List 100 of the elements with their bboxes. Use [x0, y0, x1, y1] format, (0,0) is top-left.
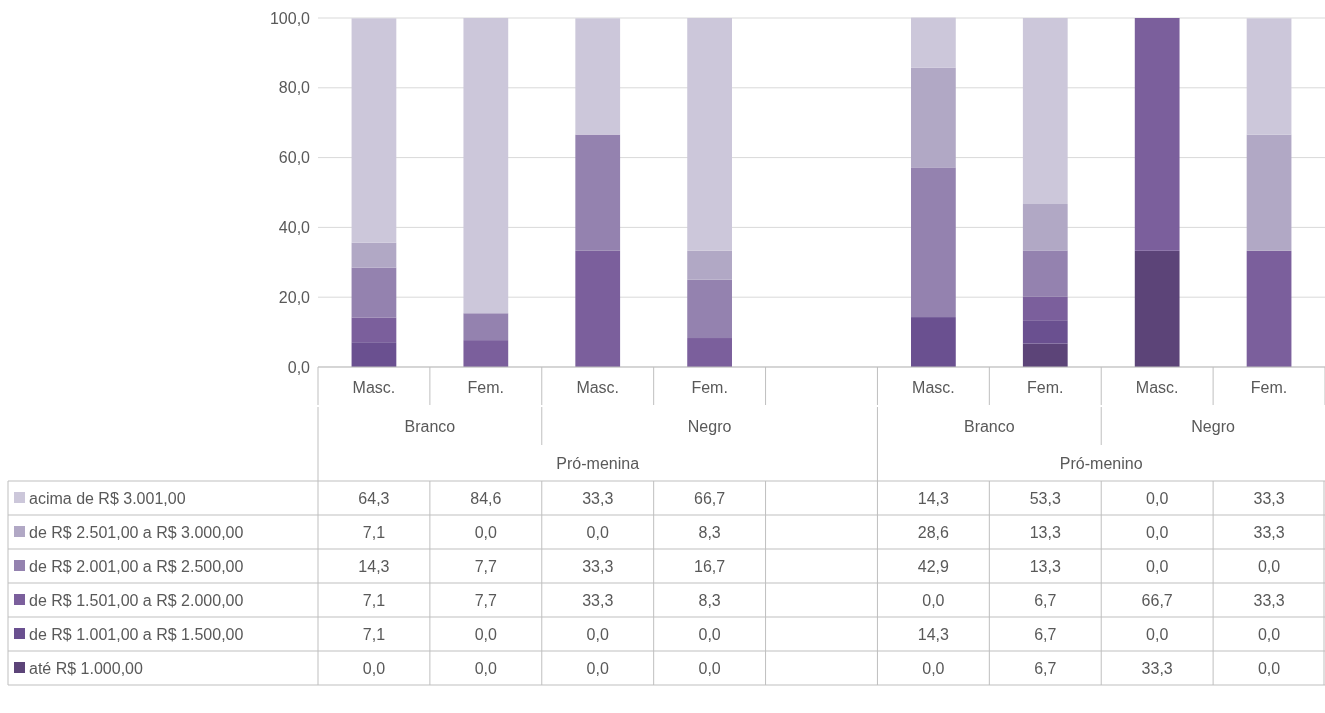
bar: [463, 340, 509, 367]
data-label: 0,0: [586, 659, 609, 677]
data-label: 7,1: [362, 523, 386, 541]
data-label: 8,3: [698, 591, 721, 609]
legend-label: de R$ 2.001,00 a R$ 2.500,00: [29, 557, 244, 575]
data-label: 33,3: [1253, 489, 1285, 507]
data-label: 0,0: [474, 625, 498, 643]
bar: [575, 18, 621, 135]
data-label: 33,3: [1141, 659, 1173, 677]
data-label: 0,0: [586, 523, 609, 541]
x-tick-label: Fem.: [1250, 378, 1288, 396]
text: Pró-menino: [1059, 454, 1143, 472]
bar: [351, 242, 397, 268]
data-label: 13,3: [1029, 523, 1061, 541]
data-label: 33,3: [582, 489, 614, 507]
bar: [911, 317, 956, 367]
bar: [463, 18, 509, 314]
bar: [1022, 343, 1068, 367]
bar: [911, 67, 956, 168]
bar: [1134, 250, 1180, 367]
data-label: 84,6: [470, 489, 502, 507]
data-label: 0,0: [698, 659, 721, 677]
data-label: 7,1: [362, 591, 386, 609]
data-label: 14,3: [917, 489, 950, 507]
x-tick-label: Fem.: [1027, 378, 1064, 396]
data-label: 6,7: [1034, 625, 1057, 643]
y-tick-label: 40,0: [278, 219, 311, 236]
bar: [1022, 250, 1068, 297]
legend-label: de R$ 1.501,00 a R$ 2.000,00: [29, 591, 244, 609]
bar: [463, 313, 509, 341]
data-label: 16,7: [694, 557, 726, 575]
bar: [1246, 134, 1292, 251]
bar: [575, 134, 621, 251]
data-label: 6,7: [1034, 591, 1057, 609]
data-label: 42,9: [917, 557, 950, 575]
bar: [351, 267, 397, 318]
data-label: 33,3: [582, 557, 614, 575]
bar: [1022, 296, 1068, 321]
text: Branco: [404, 417, 456, 435]
data-label: 0,0: [922, 659, 945, 677]
data-label: 0,0: [1146, 523, 1169, 541]
data-label: 0,0: [1257, 659, 1281, 677]
bar: [1022, 18, 1068, 205]
y-tick-label: 80,0: [278, 79, 311, 97]
data-label: 0,0: [1146, 489, 1169, 507]
x-tick-label: Masc.: [912, 378, 955, 396]
data-label: 7,7: [474, 591, 498, 609]
text: Negro: [687, 417, 732, 435]
data-label: 0,0: [474, 659, 498, 677]
data-label: 7,1: [362, 625, 386, 643]
x-tick-label: Masc.: [352, 378, 396, 396]
data-label: 0,0: [586, 625, 609, 643]
bar: [351, 342, 397, 367]
data-label: 14,3: [917, 625, 950, 643]
bar: [1246, 250, 1292, 367]
bar: [687, 338, 732, 367]
data-label: 53,3: [1029, 489, 1061, 507]
data-label: 14,3: [358, 557, 390, 575]
bar: [687, 18, 732, 251]
legend-label: de R$ 1.001,00 a R$ 1.500,00: [29, 625, 244, 643]
data-label: 0,0: [922, 591, 945, 609]
data-label: 0,0: [698, 625, 721, 643]
bar: [1246, 18, 1292, 135]
data-label: 33,3: [1253, 591, 1285, 609]
text: Pró-menina: [556, 454, 640, 472]
bar: [687, 250, 732, 280]
data-label: 0,0: [362, 659, 386, 677]
legend-label: até R$ 1.000,00: [29, 659, 143, 677]
data-label: 0,0: [1146, 557, 1169, 575]
bar: [687, 279, 732, 339]
data-label: 13,3: [1029, 557, 1061, 575]
bar: [1022, 204, 1068, 251]
bar: [1134, 18, 1180, 251]
data-label: 33,3: [1253, 523, 1285, 541]
data-label: 0,0: [1146, 625, 1169, 643]
text: Branco: [963, 417, 1015, 435]
y-tick-label: 0,0: [287, 358, 311, 376]
x-tick-label: Fem.: [691, 378, 728, 396]
data-label: 66,7: [1141, 591, 1173, 609]
y-tick-label: 60,0: [278, 149, 311, 167]
data-label: 66,7: [694, 489, 726, 507]
bar: [1022, 320, 1068, 344]
bar: [911, 167, 956, 318]
data-label: 0,0: [474, 523, 498, 541]
x-tick-label: Masc.: [576, 378, 620, 396]
data-label: 0,0: [1257, 625, 1281, 643]
data-label: 28,6: [917, 523, 950, 541]
bar: [575, 250, 621, 367]
data-label: 7,7: [474, 557, 498, 575]
x-tick-label: Fem.: [467, 378, 505, 396]
bar: [911, 17, 956, 68]
data-label: 0,0: [1257, 557, 1281, 575]
legend-label: de R$ 2.501,00 a R$ 3.000,00: [29, 523, 244, 541]
legend-label: acima de R$ 3.001,00: [29, 489, 186, 507]
y-tick-label: 100,0: [269, 9, 311, 27]
data-label: 8,3: [698, 523, 721, 541]
bar: [351, 317, 397, 343]
text: Negro: [1191, 417, 1235, 435]
x-tick-label: Masc.: [1135, 378, 1179, 396]
bar: [351, 18, 397, 243]
